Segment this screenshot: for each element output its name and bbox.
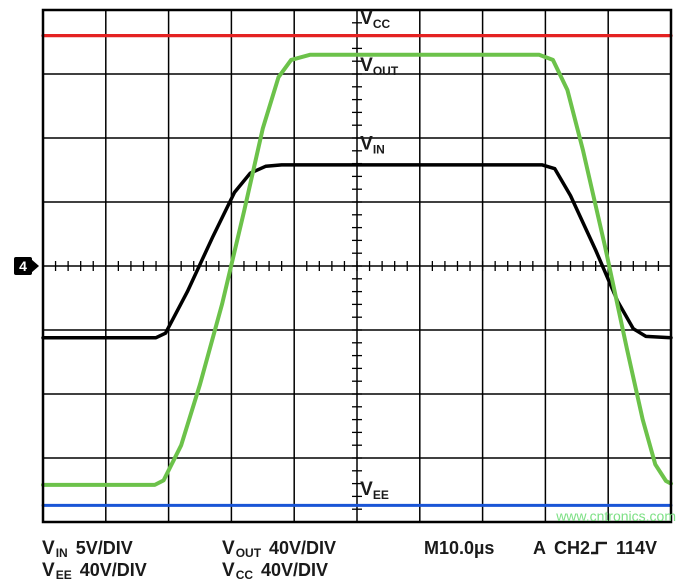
scope-plot: VCCVOUTVINVEE <box>0 0 686 536</box>
footer-cell: VCC40V/DIV <box>222 560 328 582</box>
channel-marker-4: 4 <box>14 257 40 279</box>
scope-figure: VCCVOUTVINVEE 4 www.cntronics.com VIN5V/… <box>0 0 686 586</box>
footer-cell: VEE40V/DIV <box>42 560 147 582</box>
channel-marker-label: 4 <box>19 258 27 274</box>
footer-cell: VOUT40V/DIV <box>222 538 336 560</box>
watermark-text: www.cntronics.com <box>556 508 676 524</box>
footer-cell: VIN5V/DIV <box>42 538 133 560</box>
rising-edge-icon <box>590 540 608 556</box>
footer-cell: ACH2114V <box>533 538 657 559</box>
footer-cell: M10.0µs <box>424 538 494 559</box>
